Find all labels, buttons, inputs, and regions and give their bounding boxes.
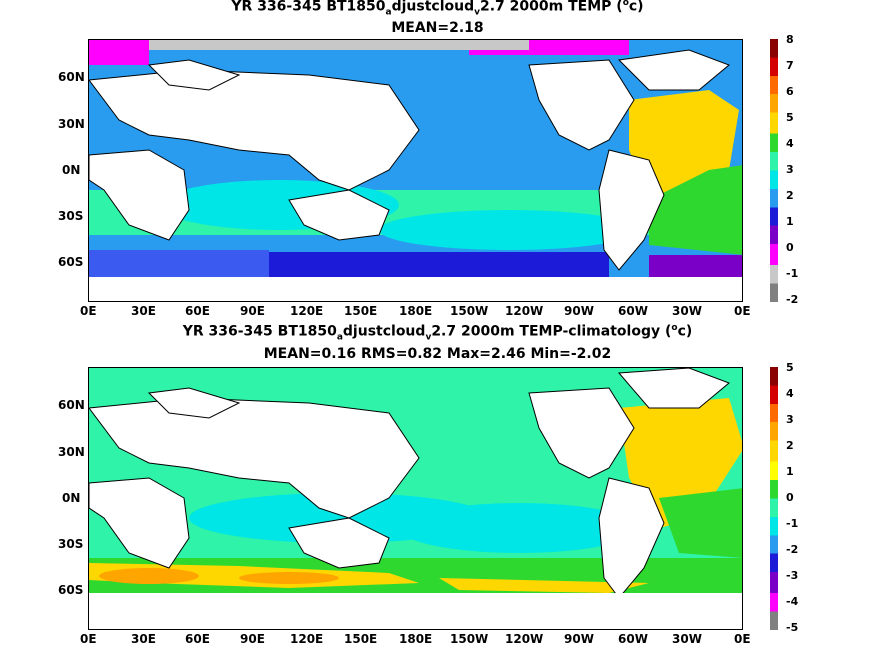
lon-tick: 150W <box>450 304 489 318</box>
lon-tick: 120E <box>290 304 324 318</box>
cbar1-label: 4 <box>786 137 794 150</box>
lon-tick: 60E <box>185 304 210 318</box>
panel1-colorbar-strip <box>770 39 778 302</box>
cbar2-label: -2 <box>786 543 799 556</box>
cbar1-label: -1 <box>786 267 799 280</box>
cbar2-label: 3 <box>786 413 794 426</box>
lon-tick: 30W <box>672 304 702 318</box>
cbar1-label: 2 <box>786 189 794 202</box>
lon-tick: 180E <box>399 632 433 646</box>
lon-tick: 30E <box>131 304 156 318</box>
lat-tick: 30N <box>58 117 85 131</box>
lon-tick: 120E <box>290 632 324 646</box>
lat-tick: 30S <box>58 537 84 551</box>
panel2-title: YR 336-345 BT1850adjustcloudv2.7 2000m T… <box>182 323 693 343</box>
cbar1-label: 7 <box>786 59 794 72</box>
lat-tick: 30N <box>58 445 85 459</box>
lat-tick: 60S <box>58 583 84 597</box>
cbar1-label: -2 <box>786 293 799 306</box>
cbar2-label: 1 <box>786 465 794 478</box>
cbar1-label: 6 <box>786 85 794 98</box>
cbar2-label: 2 <box>786 439 794 452</box>
lon-tick: 150W <box>450 632 489 646</box>
lon-tick: 60E <box>185 632 210 646</box>
cbar1-label: 0 <box>786 241 794 254</box>
lon-tick: 0E <box>80 632 97 646</box>
cbar1-label: 1 <box>786 215 794 228</box>
cbar2-label: -3 <box>786 569 799 582</box>
cbar2-label: 4 <box>786 387 794 400</box>
panel2-map <box>88 367 743 630</box>
lat-tick: 60S <box>58 255 84 269</box>
lat-tick: 0N <box>62 491 81 505</box>
lon-tick: 90W <box>564 304 594 318</box>
lon-tick: 150E <box>344 632 378 646</box>
lat-tick: 60N <box>58 70 85 84</box>
lon-tick: 90E <box>240 304 265 318</box>
lon-tick: 0E <box>734 632 751 646</box>
panel2-colorbar-strip <box>770 367 778 630</box>
cbar2-label: -1 <box>786 517 799 530</box>
lat-tick: 60N <box>58 398 85 412</box>
panel1-stats: MEAN=2.18 <box>391 20 484 36</box>
cbar1-label: 3 <box>786 163 794 176</box>
lon-tick: 180E <box>399 304 433 318</box>
cbar1-label: 5 <box>786 111 794 124</box>
cbar2-label: -5 <box>786 621 799 634</box>
panel1-map <box>88 39 743 302</box>
lon-tick: 30W <box>672 632 702 646</box>
panel1-title: YR 336-345 BT1850adjustcloudv2.7 2000m T… <box>231 0 644 18</box>
lon-tick: 90W <box>564 632 594 646</box>
lon-tick: 120W <box>505 632 544 646</box>
lon-tick: 0E <box>734 304 751 318</box>
cbar1-label: 8 <box>786 33 794 46</box>
lon-tick: 120W <box>505 304 544 318</box>
lat-tick: 30S <box>58 209 84 223</box>
lon-tick: 60W <box>618 304 648 318</box>
lon-tick: 30E <box>131 632 156 646</box>
cbar2-label: 5 <box>786 361 794 374</box>
lat-tick: 0N <box>62 163 81 177</box>
lon-tick: 90E <box>240 632 265 646</box>
cbar2-label: -4 <box>786 595 799 608</box>
cbar2-label: 0 <box>786 491 794 504</box>
panel2-stats: MEAN=0.16 RMS=0.82 Max=2.46 Min=-2.02 <box>263 346 612 362</box>
lon-tick: 0E <box>80 304 97 318</box>
lon-tick: 150E <box>344 304 378 318</box>
lon-tick: 60W <box>618 632 648 646</box>
